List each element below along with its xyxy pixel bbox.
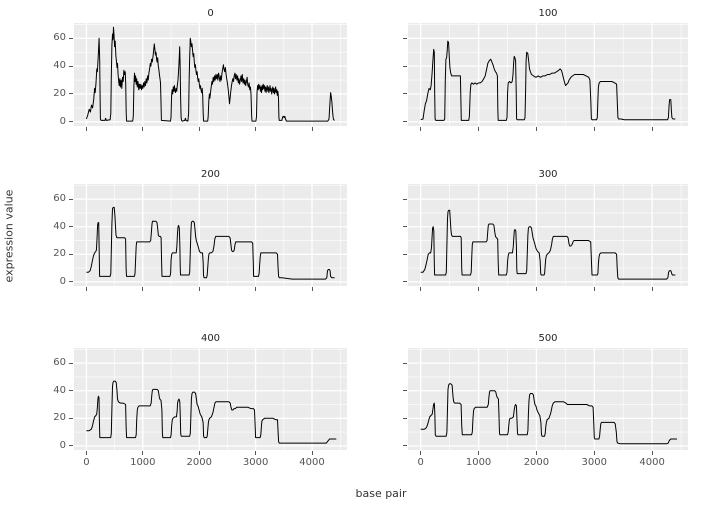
y-tick <box>403 198 407 200</box>
y-tick-label: 20 <box>53 412 66 424</box>
x-tick <box>255 127 257 131</box>
panel-plot-400 <box>74 348 347 450</box>
y-tick <box>403 121 407 123</box>
x-tick <box>142 287 144 291</box>
y-tick <box>69 362 73 364</box>
y-tick <box>403 253 407 255</box>
x-tick <box>420 451 422 455</box>
panel-plot-200 <box>74 184 347 286</box>
x-tick-label: 0 <box>417 457 424 468</box>
y-axis-title: expression value <box>2 189 16 283</box>
y-tick <box>403 37 407 39</box>
y-tick <box>69 37 73 39</box>
panel-title-0: 0 <box>207 8 214 19</box>
x-tick <box>142 127 144 131</box>
series-line-300 <box>420 209 676 280</box>
x-tick <box>198 287 200 291</box>
x-tick <box>85 287 87 291</box>
x-tick-label: 4000 <box>639 457 665 468</box>
x-tick-label: 2000 <box>523 457 550 468</box>
x-tick-label: 3000 <box>242 457 269 468</box>
y-tick-label: 40 <box>53 220 66 232</box>
y-tick <box>403 281 407 283</box>
x-tick <box>142 451 144 455</box>
series-line-0 <box>85 26 335 122</box>
panel-title-300: 300 <box>538 169 558 180</box>
x-tick <box>535 451 537 455</box>
panel-title-200: 200 <box>200 169 221 180</box>
x-tick-label: 1000 <box>130 457 156 468</box>
x-tick <box>478 127 480 131</box>
panel-plot-500 <box>408 348 688 450</box>
y-tick <box>403 417 407 419</box>
y-tick <box>69 390 73 392</box>
x-tick <box>593 127 595 131</box>
y-tick-label: 20 <box>53 248 66 260</box>
x-tick <box>311 451 313 455</box>
y-tick <box>69 281 73 283</box>
x-tick <box>593 287 595 291</box>
x-tick <box>85 451 87 455</box>
y-tick-label: 0 <box>59 439 66 451</box>
x-tick <box>593 451 595 455</box>
x-tick <box>255 287 257 291</box>
series-line-500 <box>420 383 677 445</box>
panel-title-100: 100 <box>538 8 558 19</box>
y-tick <box>403 445 407 447</box>
x-tick <box>255 451 257 455</box>
x-axis-title: base pair <box>355 487 407 500</box>
x-tick <box>85 127 87 131</box>
x-tick <box>420 287 422 291</box>
x-tick <box>478 287 480 291</box>
y-tick <box>403 65 407 67</box>
y-tick <box>69 121 73 123</box>
x-tick <box>311 127 313 131</box>
y-tick-label: 40 <box>53 60 66 72</box>
y-tick-label: 0 <box>59 275 66 287</box>
x-tick <box>651 127 653 131</box>
series-line-200 <box>86 206 335 280</box>
panel-plot-300 <box>408 184 688 286</box>
y-tick-label: 0 <box>59 115 66 127</box>
x-tick-label: 2000 <box>186 457 212 468</box>
panel-title-400: 400 <box>200 333 221 344</box>
x-tick <box>198 127 200 131</box>
y-tick <box>69 65 73 67</box>
x-tick-label: 0 <box>83 457 90 468</box>
y-tick <box>403 390 407 392</box>
panel-plot-100 <box>408 23 688 126</box>
y-tick-label: 60 <box>53 32 66 44</box>
y-tick <box>69 253 73 255</box>
x-tick-label: 3000 <box>581 457 607 468</box>
y-tick <box>403 93 407 95</box>
y-tick-label: 40 <box>53 384 66 396</box>
x-tick <box>535 287 537 291</box>
y-tick <box>69 417 73 419</box>
y-tick-label: 60 <box>53 193 66 205</box>
x-tick <box>198 451 200 455</box>
x-tick-label: 4000 <box>299 457 325 468</box>
panel-title-500: 500 <box>538 333 558 344</box>
y-tick <box>403 226 407 228</box>
x-tick <box>651 287 653 291</box>
x-tick-label: 1000 <box>465 457 492 468</box>
series-line-100 <box>420 40 676 121</box>
x-tick <box>311 287 313 291</box>
panel-plot-0 <box>74 23 347 126</box>
series-line-400 <box>86 380 337 444</box>
x-tick <box>651 451 653 455</box>
x-tick <box>420 127 422 131</box>
y-tick <box>69 93 73 95</box>
x-tick <box>478 451 480 455</box>
x-tick <box>535 127 537 131</box>
y-tick <box>69 198 73 200</box>
y-tick-label: 20 <box>53 87 66 99</box>
y-tick <box>403 362 407 364</box>
y-tick <box>69 226 73 228</box>
y-tick <box>69 445 73 447</box>
y-tick-label: 60 <box>53 357 66 369</box>
